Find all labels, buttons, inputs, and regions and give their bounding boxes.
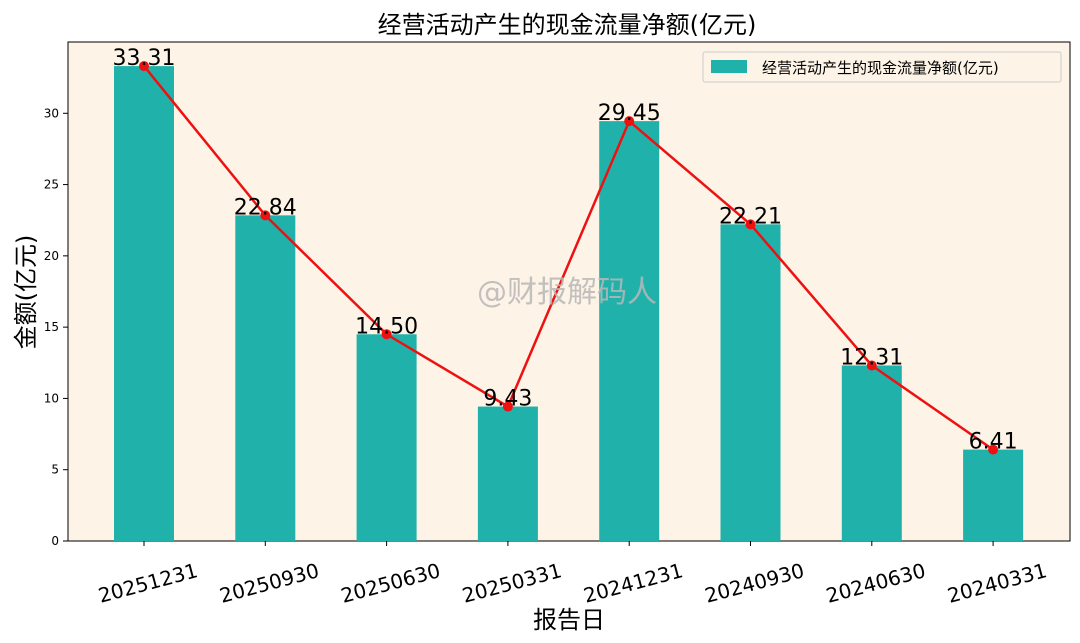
data-label-20240930: 22.21 bbox=[719, 204, 782, 229]
bar-20250930 bbox=[235, 215, 296, 541]
x-axis-label: 报告日 bbox=[533, 606, 605, 634]
legend-swatch bbox=[711, 60, 747, 73]
trend-point-20241231 bbox=[624, 116, 635, 127]
x-tick-label-20240930: 20240930 bbox=[702, 558, 807, 608]
y-axis-label: 金额(亿元) bbox=[12, 235, 40, 350]
legend-label: 经营活动产生的现金流量净额(亿元) bbox=[762, 59, 999, 77]
plot-area bbox=[67, 41, 1071, 542]
bar-20241231 bbox=[599, 121, 660, 542]
chart-title: 经营活动产生的现金流量净额(亿元) bbox=[378, 11, 757, 39]
y-tick-label-25: 25 bbox=[44, 178, 59, 192]
data-labels-group: 33.31 22.84 14.50 9.43 29.45 22.21 12.31 6.41 bbox=[113, 46, 1018, 455]
y-tick-label-20: 20 bbox=[44, 249, 59, 263]
x-tick-label-20240630: 20240630 bbox=[824, 558, 929, 608]
y-tick-label-5: 5 bbox=[51, 463, 59, 477]
data-label-20250930: 22.84 bbox=[234, 195, 297, 220]
watermark: @财报解码人 bbox=[477, 275, 657, 310]
trend-point-20240630 bbox=[866, 360, 877, 371]
legend: 经营活动产生的现金流量净额(亿元) bbox=[702, 51, 1062, 83]
bar-20250331 bbox=[477, 406, 538, 541]
trend-point-20240930 bbox=[745, 219, 756, 230]
bars-group bbox=[114, 66, 1024, 542]
x-tick-label-20250331: 20250331 bbox=[460, 558, 565, 608]
x-tick-label-20250630: 20250630 bbox=[338, 558, 443, 608]
bar-20250630 bbox=[356, 334, 417, 541]
data-label-20250630: 14.50 bbox=[355, 314, 418, 339]
x-axis: 20251231 20250930 20250630 20250331 20241231… bbox=[96, 541, 1050, 608]
trend-point-20250331 bbox=[502, 401, 513, 412]
data-label-20240331: 6.41 bbox=[969, 430, 1018, 455]
x-tick-label-20251231: 20251231 bbox=[96, 558, 201, 608]
trend-line bbox=[143, 65, 994, 451]
x-tick-label-20241231: 20241231 bbox=[581, 558, 686, 608]
trend-point-20251231 bbox=[139, 61, 149, 72]
bar-20251231 bbox=[114, 66, 174, 541]
y-tick-label-10: 10 bbox=[44, 391, 59, 405]
legend-box bbox=[702, 51, 1062, 83]
y-tick-label-30: 30 bbox=[44, 106, 59, 120]
y-tick-label-0: 0 bbox=[51, 534, 59, 548]
x-tick-label-20240331: 20240331 bbox=[945, 558, 1050, 608]
y-axis: 0 5 10 15 20 25 30 bbox=[44, 106, 68, 548]
trend-line-group bbox=[139, 61, 999, 455]
bar-20240630 bbox=[841, 365, 902, 541]
x-tick-label-20250930: 20250930 bbox=[217, 558, 322, 608]
data-label-20250331: 9.43 bbox=[483, 387, 532, 412]
y-tick-label-15: 15 bbox=[44, 320, 59, 334]
bar-20240930 bbox=[720, 224, 781, 541]
trend-point-20250930 bbox=[260, 210, 271, 221]
trend-point-20250630 bbox=[381, 329, 392, 340]
data-label-20241231: 29.45 bbox=[598, 101, 661, 126]
data-label-20251231: 33.31 bbox=[113, 46, 176, 71]
trend-point-20240331 bbox=[988, 444, 999, 455]
bar-20240331 bbox=[963, 449, 1024, 541]
data-label-20240630: 12.31 bbox=[840, 345, 903, 370]
